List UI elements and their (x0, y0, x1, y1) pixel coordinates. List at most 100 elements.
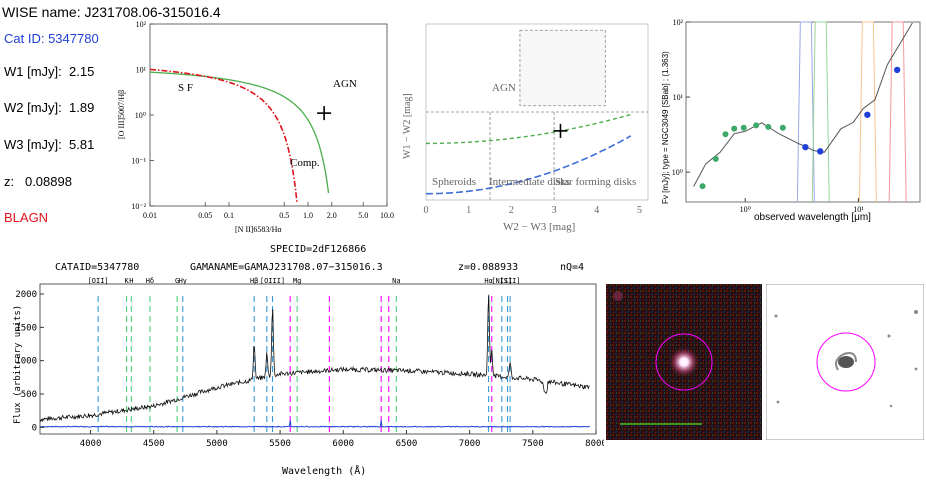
spectrum-nq: nQ=4 (560, 262, 585, 273)
spectrum-xtick-label: 5500 (269, 439, 291, 449)
wise-xtick-label: 3 (552, 205, 557, 216)
spectrum-gamaname: GAMANAME=GAMAJ231708.07−315016.3 (190, 262, 383, 273)
bpt-ytick-label: 10¹ (136, 66, 147, 75)
w3-label: W3 [mJy]: (4, 137, 62, 152)
bpt-frame (149, 23, 388, 207)
z-row: z: 0.08898 (4, 174, 72, 189)
spectrum-ylabel: Flux (arbitrary units) (13, 305, 23, 424)
spectrum-line-label: H (129, 277, 133, 285)
spectrum-xtick-label: 7500 (522, 439, 544, 449)
wise-color-chart: W1 − W2 [mag] W2 − W3 [mag] 0 1 2 3 4 5 AGN S… (402, 23, 649, 233)
spectrum-xtick-label: 6000 (332, 439, 354, 449)
sed-frame (685, 21, 921, 203)
sed-xlabel: observed wavelength [μm] (754, 212, 871, 223)
bpt-xtick-label: 10.0 (380, 211, 394, 220)
sed-filter-curve (796, 21, 815, 203)
spectrum-ytick-label: 2000 (15, 290, 37, 300)
spectrum-line-label: Mg (293, 277, 301, 285)
spectrum-line-label: K (124, 277, 129, 285)
wise-xtick-label: 1 (466, 205, 471, 216)
sed-wise-point (864, 111, 871, 118)
wise-xtick-label: 4 (594, 205, 599, 216)
bpt-ytick-label: 10² (136, 20, 147, 29)
bpt-xtick-label: 2.0 (327, 211, 337, 220)
wise-xlabel: W2 − W3 [mag] (503, 221, 575, 233)
spectrum-xtick-label: 4000 (80, 439, 102, 449)
wise-blue-curve (426, 135, 632, 195)
z-value: 0.08898 (24, 174, 72, 189)
w1-row: W1 [mJy]: 2.15 (4, 64, 94, 79)
wise-label-intermediate: Intermediate disks (489, 176, 570, 188)
bpt-ylabel: [O III]5007/Hβ (117, 90, 126, 139)
spectrum-specid: SPECID=2dF126866 (270, 244, 367, 255)
w2-row: W2 [mJy]: 1.89 (4, 100, 94, 115)
color-cutout-image (606, 284, 762, 440)
bpt-xtick-label: 0.01 (143, 211, 157, 220)
z-label: z: (4, 174, 15, 189)
spectrum-xtick-label: 7000 (459, 439, 481, 449)
sed-optical-point (712, 155, 719, 162)
class-label: BLAGN (4, 210, 49, 225)
galaxy-spiral (838, 356, 854, 368)
sed-ytick-label: 10¹ (673, 93, 684, 102)
w1-value: 2.15 (69, 64, 95, 79)
sed-filter-curve (888, 21, 907, 203)
wise-name: WISE name: J231708.06-315016.4 (2, 4, 221, 20)
greyscale-cutout-image (766, 284, 924, 440)
aperture-circle (655, 333, 713, 391)
sed-wise-point (802, 143, 809, 151)
sed-ytick-label: 10² (673, 18, 684, 27)
wise-green-curve (426, 113, 632, 145)
wise-xtick-label: 2 (509, 205, 514, 216)
wise-label-starforming: Star forming disks (555, 176, 636, 188)
spectrum-line-label: Na (392, 277, 400, 285)
sed-optical-point (699, 183, 706, 190)
bpt-ytick-label: 10⁻² (131, 202, 146, 211)
wise-label-agn: AGN (492, 82, 516, 94)
spectrum-redshift: z=0.088933 (458, 262, 519, 273)
bpt-kewley-curve (149, 71, 330, 194)
sed-template-curve (693, 22, 913, 187)
w2-label: W2 [mJy]: (4, 100, 62, 115)
bpt-label-agn: AGN (333, 78, 357, 90)
sed-wise-point (893, 66, 901, 74)
bpt-label-sf: S F (178, 82, 193, 94)
sed-ylabel: Fν [mJy]; type = NGC3049 [SBab] ; (1.363… (661, 51, 670, 204)
spectrum-xtick-label: 6500 (396, 439, 418, 449)
w1-label: W1 [mJy]: (4, 64, 62, 79)
sed-optical-point (731, 125, 738, 132)
wise-xtick-label: 0 (424, 205, 429, 216)
sed-xtick-label: 10⁰ (740, 205, 751, 214)
spectrum-ytick-label: 500 (21, 390, 37, 400)
sed-filter-curve (811, 21, 830, 203)
bpt-ytick-label: 10⁰ (135, 111, 146, 120)
spectrum-error-curve (39, 420, 590, 428)
wise-object-marker (553, 123, 568, 138)
spectrum-xtick-label: 4500 (143, 439, 165, 449)
spectrum-line-label: Hα (484, 277, 492, 285)
wise-xtick-label: 5 (637, 205, 642, 216)
bpt-chart: [O III]5007/Hβ [N II]6583/Hα 0.01 0.05 0.1… (117, 20, 394, 234)
sed-chart: 10⁰ 10¹ 10⁰ 10¹ 10² Fν [mJy]; type = NGC3049… (661, 18, 921, 223)
sed-optical-point (722, 131, 729, 138)
spectrum-xtick-label: 5000 (206, 439, 228, 449)
sed-optical-point (740, 124, 747, 131)
spectrum-frame (39, 283, 597, 435)
sed-wise-point (817, 148, 824, 155)
spectrum-line-label: Hγ (179, 277, 187, 285)
spectrum-line-label: [OII] (88, 277, 109, 285)
spectrum-ytick-label: 1000 (15, 357, 37, 367)
spectrum-line-label: Hδ (146, 277, 154, 285)
bpt-ytick-label: 10⁻¹ (131, 157, 146, 166)
wise-label-spheroids: Spheroids (432, 176, 476, 188)
bpt-xlabel: [N II]6583/Hα (235, 225, 282, 234)
sed-optical-point (753, 122, 760, 129)
sed-optical-point (765, 123, 772, 130)
spectrum-line-label: Hβ (250, 277, 258, 285)
bpt-xtick-label: 1.0 (303, 211, 313, 220)
galaxy-core (668, 346, 700, 378)
bpt-kauffmann-curve (149, 68, 298, 202)
bpt-xtick-label: 0.05 (198, 211, 212, 220)
spectrum-ytick-label: 0 (32, 423, 37, 433)
